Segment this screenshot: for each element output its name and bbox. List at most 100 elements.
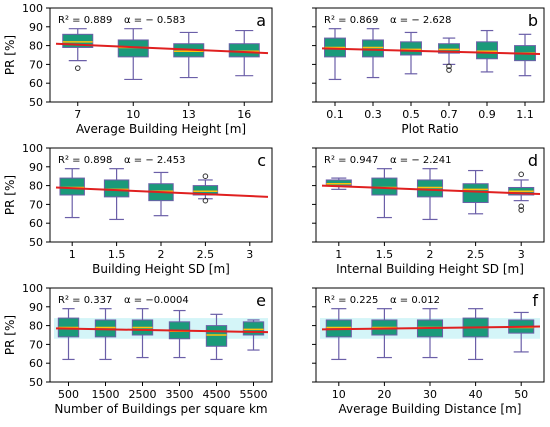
x-tick-label: 3500 [166,388,194,401]
box-2.5 [462,169,489,215]
plot-frame [49,287,273,383]
box-2 [416,168,444,221]
alpha-annotation: α = − 2.628 [390,15,452,26]
box-3 [508,171,535,213]
box-0.1 [324,28,346,81]
outlier-point [74,65,81,71]
chart-panel-e: 50 60 70 80 90 100 PR [%] 500 1500 2500 3500 4500 55… [3,282,273,416]
x-tick-label: 0.5 [402,108,420,121]
panel-letter: a [256,11,266,30]
box-500 [57,308,80,361]
y-tick-label: 90 [29,21,43,34]
r-squared-annotation: R² = 0.225 [324,295,378,306]
x-axis-label: Number of Buildings per square km [54,402,267,416]
outlier-point [518,207,525,213]
box-40 [462,308,489,361]
y-tick-label: 80 [29,180,43,193]
box-iqr [103,179,130,198]
y-tick-label: 90 [29,161,43,174]
y-tick-label: 100 [22,282,43,295]
box-2.5 [192,173,219,204]
panel-letter: c [257,151,266,170]
x-tick-label: 13 [182,108,196,121]
box-0.7 [438,37,460,73]
chart-panel-d: 1 1.5 2 2.5 3 R² = 0.947 α = − 2.241 d Internal … [312,147,545,276]
x-tick-label: 5500 [240,388,268,401]
regression-line [55,42,269,55]
box-iqr [371,177,398,196]
box-1.1 [514,33,536,77]
box-1 [59,168,85,219]
y-tick-label: 50 [29,376,43,389]
y-tick-label: 70 [29,338,43,351]
x-tick-label: 0.7 [440,108,458,121]
panel-letter: d [528,151,538,170]
r-squared-annotation: R² = 0.869 [324,15,378,26]
box-0.9 [476,29,498,73]
y-tick-label: 60 [29,77,43,90]
x-tick-label: 0.9 [478,108,496,121]
x-tick-label: 3 [246,248,253,261]
x-axis-label: Internal Building Height SD [m] [336,262,524,276]
x-tick-label: 1.1 [516,108,534,121]
box-iqr [400,41,422,56]
box-iqr [59,177,85,196]
x-tick-label: 1 [335,248,342,261]
x-tick-label: 0.1 [326,108,344,121]
chart-panel-f: 10 20 30 40 50 R² = 0.225 α = 0.012 f Average Bu… [312,287,545,416]
plot-frame [315,147,545,243]
panel-letter: b [528,11,538,30]
plot-frame [315,287,545,383]
r-squared-annotation: R² = 0.889 [58,15,112,26]
regression-line [55,327,269,334]
r-squared-annotation: R² = 0.898 [58,155,112,166]
x-axis-label: Building Height SD [m] [92,262,230,276]
box-5500 [242,319,265,351]
r-squared-annotation: R² = 0.947 [324,155,378,166]
box-1 [325,177,352,190]
box-13 [173,31,205,79]
y-tick-label: 100 [22,2,43,15]
panel-letter: f [532,291,538,310]
outlier-point [202,197,209,204]
x-tick-label: 16 [237,108,251,121]
y-axis-label: PR [%] [3,315,17,355]
x-tick-label: 2.5 [197,248,215,261]
y-tick-label: 50 [29,236,43,249]
x-tick-label: 40 [469,388,483,401]
y-tick-label: 70 [29,58,43,71]
x-tick-label: 1500 [92,388,120,401]
r-squared-annotation: R² = 0.337 [58,295,112,306]
x-tick-label: 1.5 [108,248,126,261]
box-20 [371,308,398,359]
alpha-annotation: α = −0.0004 [124,295,189,306]
x-tick-label: 10 [332,388,346,401]
box-30 [416,308,444,359]
y-tick-label: 100 [22,142,43,155]
y-tick-label: 60 [29,217,43,230]
x-tick-label: 500 [58,388,79,401]
regression-line [321,47,541,56]
outlier-point [202,173,209,179]
box-1500 [94,308,117,361]
plot-frame [49,7,273,103]
x-tick-label: 1.5 [376,248,394,261]
box-1.5 [103,168,130,221]
plot-frame [315,7,545,103]
x-tick-label: 2.5 [467,248,485,261]
x-tick-label: 30 [423,388,437,401]
x-tick-label: 2 [427,248,434,261]
box-2 [148,171,174,217]
box-3500 [168,309,191,359]
x-axis-label: Average Building Height [m] [76,122,246,136]
x-tick-label: 1 [69,248,76,261]
y-axis-label: PR [%] [3,175,17,215]
box-iqr [462,183,489,204]
box-0.5 [400,31,422,75]
box-10 [117,28,149,81]
alpha-annotation: α = − 0.583 [124,15,186,26]
x-tick-label: 2500 [129,388,157,401]
x-axis-label: Average Building Distance [m] [339,402,522,416]
x-tick-label: 7 [74,108,81,121]
